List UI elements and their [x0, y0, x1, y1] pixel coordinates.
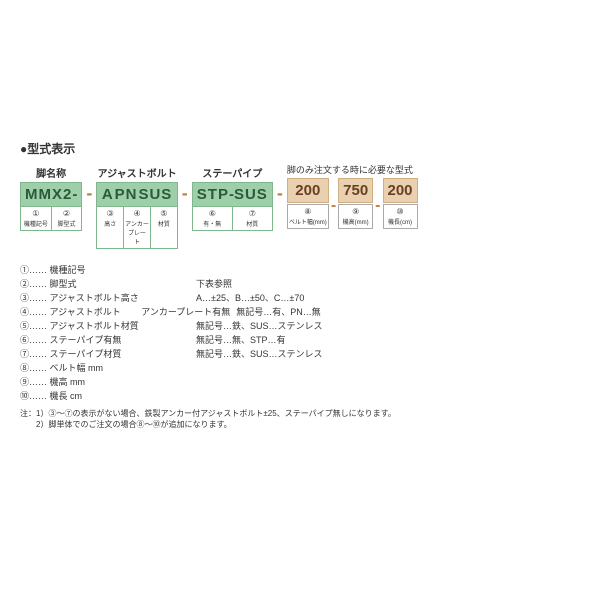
- legend-row: ⑥…… ステーパイプ有無無記号…無、STP…有: [20, 333, 580, 346]
- extra-header: 脚のみ注文する時に必要な型式: [287, 163, 418, 176]
- cell-7: ⑦材質: [233, 207, 272, 230]
- legend-row: ②…… 脚型式下表参照: [20, 277, 580, 290]
- code-sus2: SUS: [234, 186, 268, 203]
- cell-4: ④アンカープレート: [124, 207, 151, 248]
- cell-5: ⑤材質: [151, 207, 177, 248]
- code-stp: STP: [197, 186, 229, 203]
- extra-200a: 200: [287, 178, 329, 203]
- extra-750: 750: [338, 178, 373, 203]
- group-leg-name: 脚名称 MMX2 - ①機種記号 ②脚型式: [20, 163, 82, 231]
- legend-row: ⑦…… ステーパイプ材質無記号…鉄、SUS…ステンレス: [20, 347, 580, 360]
- legend-row: ⑨…… 機高 mm: [20, 375, 580, 388]
- legend-row: ③…… アジャストボルト高さA…±25、B…±50、C…±70: [20, 291, 580, 304]
- green-box-1: MMX2 - ①機種記号 ②脚型式: [20, 182, 82, 231]
- dash-2: -: [180, 183, 190, 204]
- section-title: ●型式表示: [20, 140, 580, 157]
- cell-9: ⑨機高(mm): [338, 204, 373, 229]
- group-stay-pipe: ステーパイプ STP - SUS ⑥有・無 ⑦材質: [192, 163, 273, 231]
- note-2: 2）脚単体でのご注文の場合⑧～⑩が追加になります。: [20, 419, 580, 430]
- legend-row: ④…… アジャストボルト アンカープレート有無無記号…有、PN…無: [20, 305, 580, 318]
- notes: 注：1）③～⑦の表示がない場合、鉄製アンカー付アジャストボルト±25、ステーパイ…: [20, 408, 580, 430]
- group-adjust-bolt: アジャストボルト A PN SUS ③高さ ④アンカープレート ⑤材質: [96, 163, 177, 249]
- green-band-1: MMX2 -: [21, 183, 81, 206]
- legend-row: ⑤…… アジャストボルト材質無記号…鉄、SUS…ステンレス: [20, 319, 580, 332]
- code-mmx2: MMX2: [25, 186, 72, 203]
- legend: ①…… 機種記号②…… 脚型式下表参照③…… アジャストボルト高さA…±25、B…: [20, 263, 580, 402]
- legend-row: ⑧…… ベルト幅 mm: [20, 361, 580, 374]
- cell-3: ③高さ: [97, 207, 124, 248]
- dash-3: -: [275, 183, 285, 204]
- extra-seg-1: 200 ⑧ベルト幅(mm): [287, 178, 329, 229]
- code-pn: PN: [115, 186, 138, 203]
- cell-1: ①機種記号: [21, 207, 52, 230]
- model-diagram: 脚名称 MMX2 - ①機種記号 ②脚型式 - アジャストボルト A PN SU…: [20, 163, 580, 249]
- dash-5: -: [375, 197, 380, 229]
- group1-header: 脚名称: [20, 163, 82, 182]
- sep-1: -: [72, 186, 77, 203]
- extra-200b: 200: [383, 178, 418, 203]
- green-box-2: A PN SUS ③高さ ④アンカープレート ⑤材質: [96, 182, 177, 249]
- green-box-3: STP - SUS ⑥有・無 ⑦材質: [192, 182, 273, 231]
- dash-4: -: [331, 197, 336, 229]
- group2-header: アジャストボルト: [96, 163, 177, 182]
- extra-seg-2: 750 ⑨機高(mm): [338, 178, 373, 229]
- cell-6: ⑥有・無: [193, 207, 233, 230]
- group3-header: ステーパイプ: [192, 163, 273, 182]
- cell-2: ②脚型式: [52, 207, 82, 230]
- legend-row: ①…… 機種記号: [20, 263, 580, 276]
- dash-1: -: [84, 183, 94, 204]
- extra-seg-3: 200 ⑩機長(cm): [383, 178, 418, 229]
- green-band-3: STP - SUS: [193, 183, 272, 206]
- group-extra: 脚のみ注文する時に必要な型式 200 ⑧ベルト幅(mm) - 750 ⑨機高(m…: [287, 163, 418, 229]
- cell-10: ⑩機長(cm): [383, 204, 418, 229]
- note-1: 注：1）③～⑦の表示がない場合、鉄製アンカー付アジャストボルト±25、ステーパイ…: [20, 408, 580, 419]
- code-a: A: [102, 186, 114, 203]
- green-band-2: A PN SUS: [97, 183, 176, 206]
- cell-8: ⑧ベルト幅(mm): [287, 204, 329, 229]
- legend-row: ⑩…… 機長 cm: [20, 389, 580, 402]
- code-sus1: SUS: [138, 186, 172, 203]
